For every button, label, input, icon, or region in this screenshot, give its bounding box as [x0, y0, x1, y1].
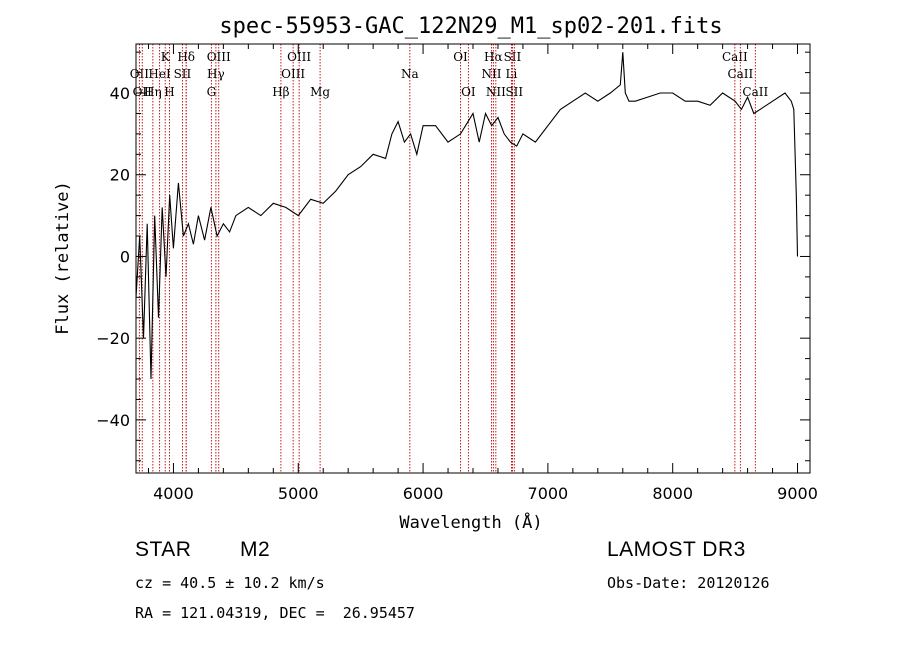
- emission-line-label-19: NII: [481, 67, 501, 81]
- coordinates: RA = 121.04319, DEC = 26.95457: [135, 604, 415, 622]
- emission-line-label-24: SII: [505, 85, 523, 99]
- emission-line-label-2: Hη: [144, 85, 162, 99]
- y-tick-label-4: 40: [110, 84, 130, 103]
- object-class: STAR: [135, 538, 192, 561]
- emission-line-label-15: Mg: [310, 85, 330, 99]
- y-tick-label-0: −40: [96, 411, 130, 430]
- redshift-velocity: cz = 40.5 ± 10.2 km/s: [135, 574, 325, 592]
- emission-line-label-25: CaII: [722, 50, 748, 64]
- emission-line-label-17: OI: [453, 50, 468, 64]
- y-tick-label-3: 20: [110, 166, 130, 185]
- y-tick-labels: −40 −20 0 20 40: [96, 84, 130, 430]
- emission-line-label-0: OII: [130, 67, 150, 81]
- y-axis-label: Flux (relative): [53, 181, 73, 335]
- emission-line-label-9: G: [207, 85, 217, 99]
- observation-date: Obs-Date: 20120126: [607, 574, 770, 592]
- emission-line-label-6: SII: [174, 67, 192, 81]
- emission-line-label-23: SII: [504, 50, 522, 64]
- emission-line-label-14: OIII: [287, 50, 311, 64]
- y-tick-label-2: 0: [120, 247, 130, 266]
- emission-line-label-10: Hγ: [207, 67, 225, 81]
- x-tick-label-3: 7000: [528, 484, 569, 503]
- emission-line-label-22: Li: [506, 67, 518, 81]
- emission-line-label-5: H: [164, 85, 174, 99]
- object-subclass: M2: [240, 538, 271, 561]
- emission-line-label-16: Na: [401, 67, 419, 81]
- x-axis-label: Wavelength (Å): [399, 511, 542, 533]
- x-tick-label-5: 9000: [777, 484, 818, 503]
- emission-line-label-26: CaII: [727, 67, 753, 81]
- x-tick-label-1: 5000: [278, 484, 319, 503]
- y-tick-label-1: −20: [96, 329, 130, 348]
- emission-line-label-4: K: [161, 50, 171, 64]
- x-tick-label-4: 8000: [652, 484, 693, 503]
- emission-line-label-21: NII: [486, 85, 506, 99]
- emission-line-label-20: Hα: [484, 50, 503, 64]
- emission-line-label-13: OIII: [281, 67, 305, 81]
- x-tick-labels: 4000 5000 6000 7000 8000 9000: [153, 484, 818, 503]
- tick-marks-layer: [136, 44, 810, 473]
- emission-line-label-3: HeI: [148, 67, 171, 81]
- emission-line-label-1: OII: [133, 85, 153, 99]
- emission-line-label-11: OIII: [207, 50, 231, 64]
- survey-name: LAMOST DR3: [607, 538, 746, 561]
- x-tick-label-0: 4000: [153, 484, 194, 503]
- chart-title: spec-55953-GAC_122N29_M1_sp02-201.fits: [219, 14, 722, 39]
- x-tick-label-2: 6000: [403, 484, 444, 503]
- emission-line-label-18: OI: [461, 85, 476, 99]
- emission-lines-layer: OIIOIIHηHeIKHSIIHδGHγOIIIHβOIIIOIIIMgNaO…: [130, 44, 768, 473]
- emission-line-label-27: CaII: [742, 85, 768, 99]
- plot-frame: [135, 43, 811, 474]
- flux-series-line: [135, 52, 799, 380]
- emission-line-label-12: Hβ: [272, 85, 289, 99]
